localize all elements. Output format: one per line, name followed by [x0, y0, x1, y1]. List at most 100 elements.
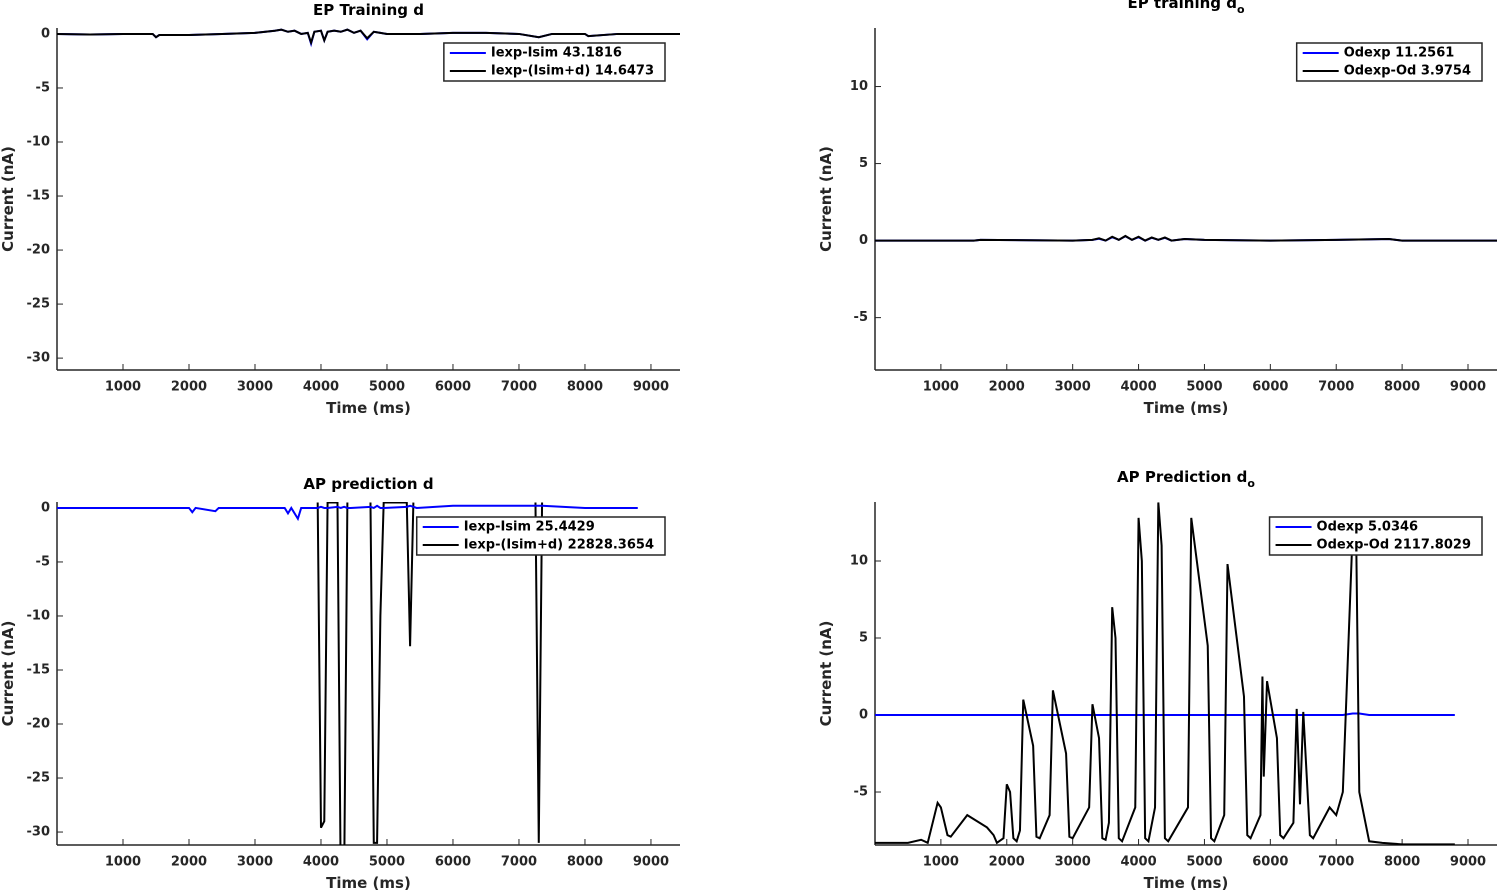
legend-label: Odexp-Od 2117.8029 — [1317, 538, 1471, 553]
y-tick-label: -5 — [36, 554, 50, 569]
x-tick-label: 4000 — [303, 380, 339, 395]
data-line — [316, 502, 544, 845]
y-tick-label: 5 — [859, 630, 868, 645]
y-axis-label: Current (nA) — [0, 146, 17, 252]
x-tick-label: 3000 — [1055, 380, 1091, 395]
chart-title: AP prediction d — [303, 475, 433, 493]
x-tick-label: 7000 — [501, 855, 537, 870]
y-axis-label: Current (nA) — [817, 621, 835, 727]
title-text: AP prediction d — [303, 475, 433, 493]
y-tick-label: -5 — [36, 80, 50, 95]
legend-box — [443, 42, 666, 82]
x-axis-label: Time (ms) — [326, 874, 411, 891]
chart-title: EP training do — [1127, 0, 1245, 16]
x-tick-label: 8000 — [567, 855, 603, 870]
x-tick-label: 2000 — [171, 380, 207, 395]
data-line — [875, 712, 1455, 717]
x-tick-label: 4000 — [1120, 855, 1156, 870]
y-tick-label: -10 — [27, 608, 51, 623]
legend-box — [1295, 42, 1483, 82]
x-tick-label: 5000 — [369, 855, 405, 870]
x-tick-label: 2000 — [171, 855, 207, 870]
x-tick-label: 5000 — [369, 380, 405, 395]
x-tick-label: 4000 — [303, 855, 339, 870]
x-tick-label: 9000 — [633, 855, 669, 870]
y-tick-label: -30 — [27, 825, 51, 840]
chart-title: EP Training d — [313, 1, 424, 19]
x-tick-label: 6000 — [435, 380, 471, 395]
y-tick-label: -25 — [27, 771, 51, 786]
legend-box — [1268, 516, 1483, 556]
x-axis-label: Time (ms) — [1144, 399, 1229, 417]
data-line — [57, 28, 680, 46]
y-tick-label: 10 — [850, 553, 868, 568]
y-tick-label: -10 — [27, 135, 51, 150]
legend-label: Iexp-(Isim+d) 22828.3654 — [464, 538, 654, 553]
x-tick-label: 3000 — [1055, 855, 1091, 870]
legend: Odexp 11.2561 Odexp-Od 3.9754 — [1295, 42, 1483, 82]
y-tick-label: -20 — [27, 243, 51, 258]
legend: Iexp-Isim 25.4429 Iexp-(Isim+d) 22828.365… — [415, 516, 666, 556]
x-tick-label: 6000 — [1252, 855, 1288, 870]
x-tick-label: 9000 — [1450, 380, 1486, 395]
y-tick-label: 0 — [859, 708, 868, 723]
x-axis-label: Time (ms) — [1144, 874, 1229, 891]
legend: Odexp 5.0346 Odexp-Od 2117.8029 — [1268, 516, 1483, 556]
y-tick-label: -30 — [27, 351, 51, 366]
panel: AP Prediction do 1000 2000 3000 4000 5000 6000… — [817, 468, 1497, 891]
y-tick-label: 0 — [41, 500, 50, 515]
legend-label: Iexp-(Isim+d) 14.6473 — [491, 64, 654, 79]
x-tick-label: 2000 — [989, 855, 1025, 870]
x-tick-label: 4000 — [1120, 380, 1156, 395]
x-tick-label: 1000 — [923, 855, 959, 870]
y-tick-label: 0 — [41, 26, 50, 41]
panel: AP prediction d 1000 2000 3000 4000 5000 6000 7… — [0, 475, 680, 891]
legend-label: Odexp-Od 3.9754 — [1344, 64, 1471, 79]
y-tick-label: -20 — [27, 717, 51, 732]
legend: Iexp-Isim 43.1816 Iexp-(Isim+d) 14.6473 — [443, 42, 666, 82]
x-tick-label: 3000 — [237, 380, 273, 395]
x-axis-label: Time (ms) — [326, 399, 411, 417]
x-tick-label: 1000 — [105, 380, 141, 395]
y-tick-label: -15 — [27, 189, 51, 204]
legend-label: Odexp 5.0346 — [1317, 520, 1419, 535]
title-subscript: o — [1237, 3, 1245, 16]
x-tick-label: 7000 — [1318, 855, 1354, 870]
x-tick-label: 8000 — [567, 380, 603, 395]
x-tick-label: 2000 — [989, 380, 1025, 395]
legend-label: Odexp 11.2561 — [1344, 46, 1455, 61]
y-tick-label: 5 — [859, 156, 868, 171]
x-tick-label: 7000 — [1318, 380, 1354, 395]
panel: EP training do 1000 2000 3000 4000 5000 6000 70… — [817, 0, 1497, 417]
x-tick-label: 6000 — [1252, 380, 1288, 395]
x-tick-label: 1000 — [105, 855, 141, 870]
y-axis-label: Current (nA) — [0, 621, 17, 727]
y-tick-label: -5 — [854, 310, 868, 325]
x-tick-label: 5000 — [1186, 380, 1222, 395]
y-tick-label: -25 — [27, 297, 51, 312]
x-tick-label: 3000 — [237, 855, 273, 870]
x-tick-label: 9000 — [1450, 855, 1486, 870]
x-tick-label: 6000 — [435, 855, 471, 870]
data-line — [57, 504, 638, 522]
y-tick-label: 10 — [850, 79, 868, 94]
y-tick-label: -15 — [27, 662, 51, 677]
legend-label: Iexp-Isim 25.4429 — [464, 520, 595, 535]
title-text: EP Training d — [313, 1, 424, 19]
data-line — [875, 234, 1497, 242]
x-tick-label: 8000 — [1384, 380, 1420, 395]
data-line — [875, 502, 1455, 845]
legend-label: Iexp-Isim 43.1816 — [491, 46, 622, 61]
panel: EP Training d 1000 2000 3000 4000 5000 6000 700… — [0, 1, 680, 417]
y-tick-label: -5 — [854, 785, 868, 800]
title-text: AP Prediction d — [1117, 468, 1247, 486]
chart-title: AP Prediction do — [1117, 468, 1255, 490]
x-tick-label: 5000 — [1186, 855, 1222, 870]
title-text: EP training d — [1127, 0, 1237, 12]
y-axis-label: Current (nA) — [817, 146, 835, 252]
x-tick-label: 9000 — [633, 380, 669, 395]
x-tick-label: 7000 — [501, 380, 537, 395]
x-tick-label: 1000 — [923, 380, 959, 395]
x-tick-label: 8000 — [1384, 855, 1420, 870]
